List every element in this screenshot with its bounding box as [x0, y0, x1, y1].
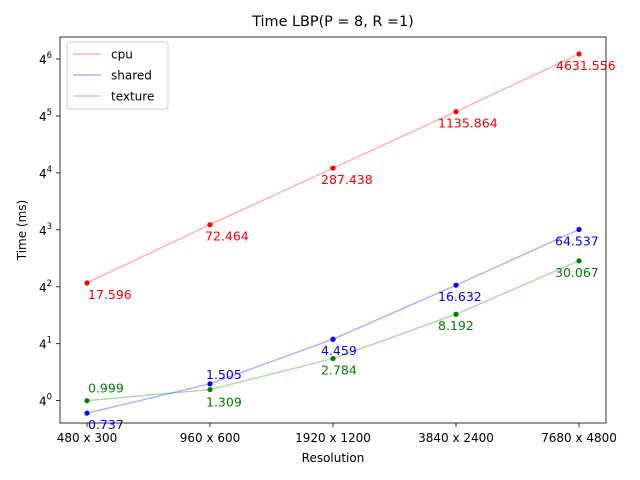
data-label-texture: 1.309 [206, 395, 242, 410]
data-label-texture: 8.192 [438, 318, 474, 333]
data-point-shared [330, 336, 336, 342]
data-label-shared: 64.537 [555, 233, 599, 248]
data-label-cpu: 4631.556 [556, 58, 616, 73]
data-labels: 17.596 72.464 287.438 1135.864 4631.556 0.737… [88, 58, 616, 432]
data-label-cpu: 17.596 [88, 287, 132, 302]
series-points [84, 51, 582, 416]
data-label-texture: 2.784 [321, 363, 357, 378]
data-label-texture: 30.067 [555, 265, 599, 280]
legend: cpu shared texture [66, 41, 169, 110]
y-tick-label: 43 [39, 222, 52, 238]
x-tick-label: 1920 x 1200 [295, 431, 371, 445]
data-point-texture [84, 398, 90, 404]
series-line-shared [86, 228, 580, 414]
legend-label-texture: texture [111, 90, 154, 104]
data-point-texture [576, 258, 582, 264]
x-axis-label: Resolution [302, 451, 365, 465]
data-label-cpu: 1135.864 [438, 116, 498, 131]
y-tick-label: 41 [39, 336, 52, 352]
legend-label-cpu: cpu [111, 48, 133, 62]
x-tick-label: 7680 x 4800 [541, 431, 617, 445]
data-point-shared [84, 410, 90, 416]
data-label-shared: 0.737 [88, 417, 124, 432]
x-tick-label: 480 x 300 [57, 431, 118, 445]
data-label-shared: 16.632 [438, 289, 482, 304]
y-tick-label: 46 [39, 51, 52, 67]
chart-title: Time LBP(P = 8, R =1) [251, 14, 414, 30]
y-tick-label: 45 [39, 108, 52, 124]
data-point-cpu [576, 51, 582, 57]
data-point-shared [453, 282, 459, 288]
data-point-shared [576, 226, 582, 233]
data-label-cpu: 287.438 [321, 172, 373, 187]
data-label-texture: 0.999 [88, 381, 124, 396]
y-axis: 40 41 42 43 44 45 46 [39, 51, 60, 409]
data-point-cpu [207, 222, 213, 228]
data-point-texture [207, 386, 213, 393]
series-line-texture [86, 260, 580, 402]
data-point-cpu [330, 165, 336, 171]
legend-box [66, 41, 169, 110]
data-point-cpu [453, 109, 459, 115]
data-point-cpu [84, 280, 90, 286]
x-tick-label: 960 x 600 [180, 431, 241, 445]
data-label-shared: 4.459 [321, 343, 357, 358]
data-label-shared: 1.505 [206, 367, 242, 382]
data-point-texture [453, 311, 459, 317]
y-tick-label: 40 [39, 393, 52, 409]
data-point-shared [207, 381, 213, 387]
data-label-cpu: 72.464 [205, 229, 249, 244]
x-tick-label: 3840 x 2400 [418, 431, 494, 445]
data-point-texture [330, 355, 336, 362]
legend-label-shared: shared [111, 69, 152, 83]
y-tick-label: 44 [39, 165, 52, 181]
y-axis-label: Time (ms) [15, 200, 29, 262]
x-axis: 480 x 300 960 x 600 1920 x 1200 3840 x 2400… [57, 423, 617, 445]
y-tick-label: 42 [39, 279, 52, 295]
